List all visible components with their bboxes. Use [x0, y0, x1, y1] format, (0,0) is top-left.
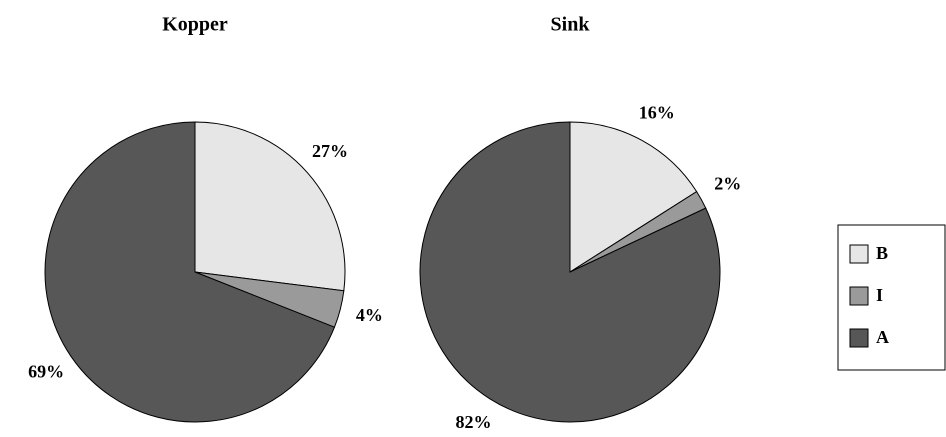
- chart-title: Sink: [551, 14, 591, 36]
- data-label: 2%: [714, 173, 741, 193]
- chart-title: Kopper: [162, 14, 228, 36]
- data-label: 27%: [312, 141, 348, 161]
- data-label: 82%: [456, 412, 492, 432]
- legend-label: A: [876, 327, 889, 347]
- legend-label: I: [876, 285, 883, 305]
- legend-swatch: [849, 328, 869, 348]
- pie-slice: [569, 121, 698, 273]
- legend-label: B: [876, 243, 888, 263]
- legend-swatch: [849, 244, 869, 264]
- pie-slice: [419, 121, 721, 423]
- pie-slice: [194, 121, 346, 292]
- data-label: 69%: [28, 361, 64, 381]
- data-label: 16%: [639, 102, 675, 122]
- pie-slice: [44, 121, 336, 423]
- legend-swatch: [849, 286, 869, 306]
- data-label: 4%: [356, 305, 383, 325]
